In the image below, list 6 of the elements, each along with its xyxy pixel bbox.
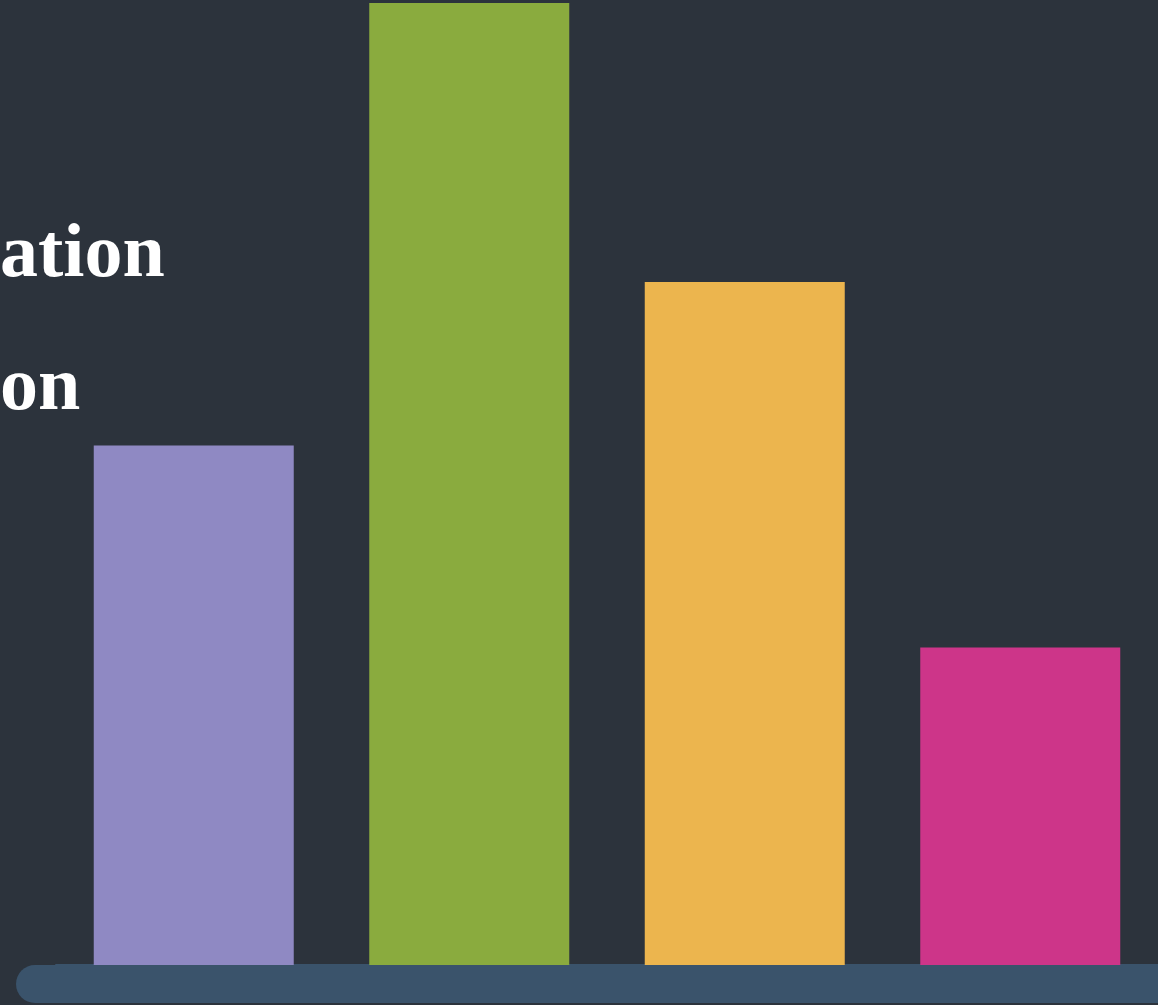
bar bbox=[920, 647, 1121, 965]
annotation: ation bbox=[0, 208, 165, 292]
annotation: on bbox=[0, 341, 81, 425]
bar bbox=[93, 445, 294, 965]
bar bbox=[369, 3, 570, 965]
bar bbox=[644, 281, 845, 965]
